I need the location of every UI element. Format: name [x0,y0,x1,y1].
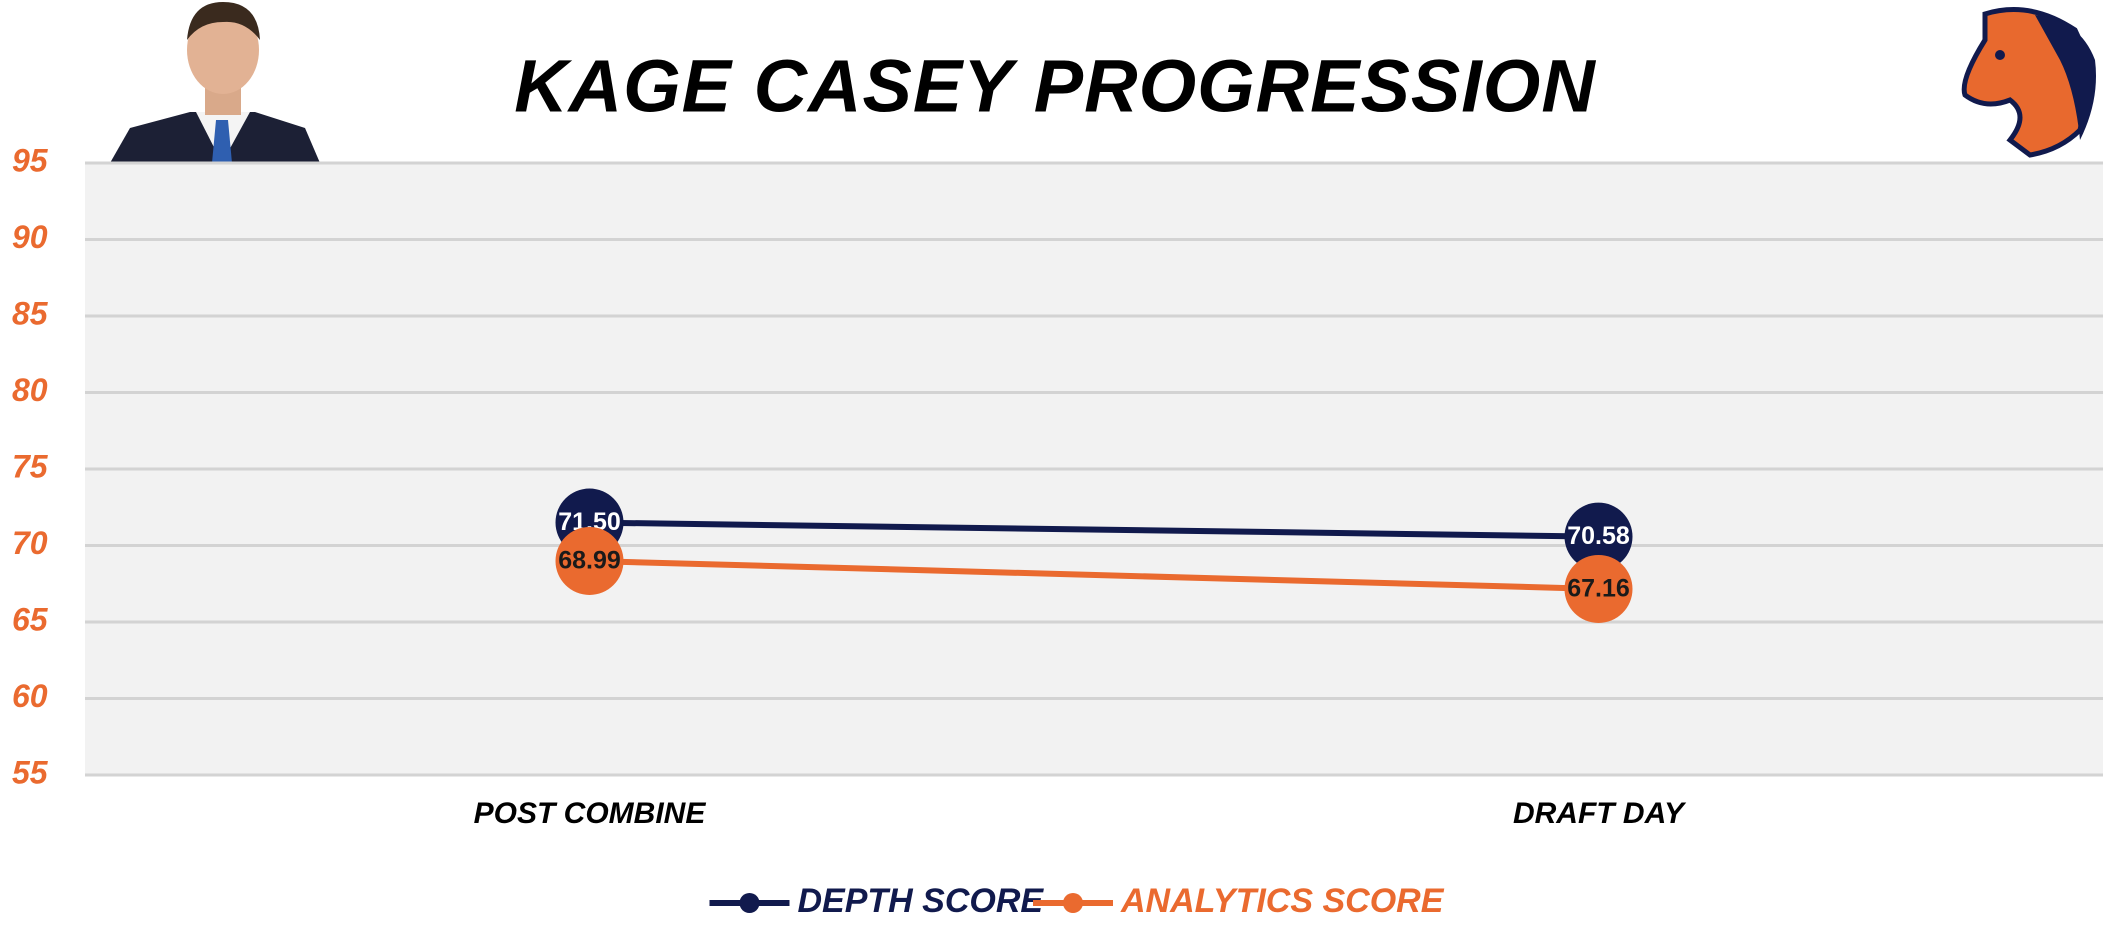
y-tick-label: 80 [12,372,48,408]
y-tick-label: 90 [12,219,48,255]
data-label: 67.16 [1567,575,1630,603]
series-line [589,557,1599,592]
chart-title: KAGE CASEY PROGRESSION [514,45,1596,128]
data-point [1564,554,1633,623]
x-tick-label: DRAFT DAY [1513,797,1687,830]
series-line [589,519,1599,540]
player-photo [110,2,320,163]
x-tick-label: POST COMBINE [474,797,707,830]
y-tick-label: 60 [12,678,48,714]
legend-label: DEPTH SCORE [798,882,1045,920]
data-point [1564,502,1633,571]
y-tick-label: 70 [12,525,48,561]
team-logo [1961,7,2096,158]
data-label: 70.58 [1567,522,1630,550]
legend-marker [739,893,760,913]
data-label: 68.99 [558,547,621,575]
legend-marker [1063,893,1083,913]
y-tick-label: 75 [12,448,49,484]
data-point [555,526,624,595]
y-tick-label: 55 [12,754,49,790]
y-tick-label: 95 [12,142,49,178]
y-tick-label: 85 [12,295,49,331]
y-tick-label: 65 [12,601,49,637]
legend-label: ANALYTICS SCORE [1120,882,1445,920]
